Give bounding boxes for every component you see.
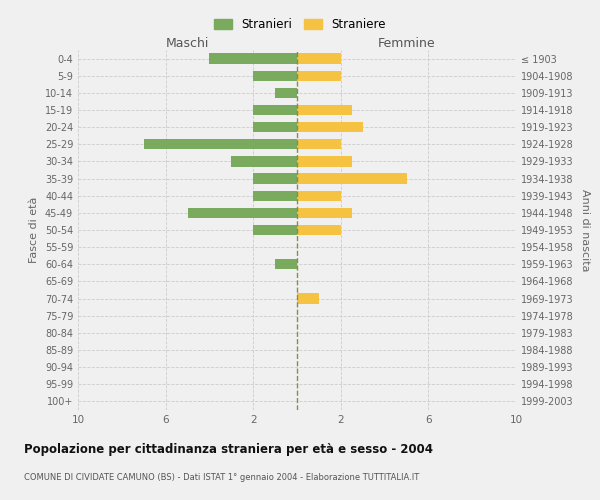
- Text: Femmine: Femmine: [377, 37, 436, 50]
- Bar: [297, 122, 362, 132]
- Bar: [297, 156, 352, 166]
- Bar: [253, 174, 297, 184]
- Legend: Stranieri, Straniere: Stranieri, Straniere: [209, 14, 391, 36]
- Bar: [209, 54, 297, 64]
- Bar: [297, 225, 341, 235]
- Bar: [187, 208, 297, 218]
- Bar: [297, 174, 407, 184]
- Text: COMUNE DI CIVIDATE CAMUNO (BS) - Dati ISTAT 1° gennaio 2004 - Elaborazione TUTTI: COMUNE DI CIVIDATE CAMUNO (BS) - Dati IS…: [24, 472, 419, 482]
- Bar: [144, 139, 297, 149]
- Bar: [253, 105, 297, 115]
- Bar: [275, 259, 297, 270]
- Text: Maschi: Maschi: [166, 37, 209, 50]
- Bar: [253, 122, 297, 132]
- Y-axis label: Anni di nascita: Anni di nascita: [580, 188, 590, 271]
- Bar: [297, 105, 352, 115]
- Bar: [297, 190, 341, 201]
- Bar: [275, 88, 297, 98]
- Bar: [297, 294, 319, 304]
- Bar: [232, 156, 297, 166]
- Bar: [297, 139, 341, 149]
- Y-axis label: Fasce di età: Fasce di età: [29, 197, 39, 263]
- Bar: [253, 70, 297, 81]
- Bar: [253, 225, 297, 235]
- Bar: [297, 54, 341, 64]
- Bar: [297, 70, 341, 81]
- Bar: [297, 208, 352, 218]
- Text: Popolazione per cittadinanza straniera per età e sesso - 2004: Popolazione per cittadinanza straniera p…: [24, 442, 433, 456]
- Bar: [253, 190, 297, 201]
